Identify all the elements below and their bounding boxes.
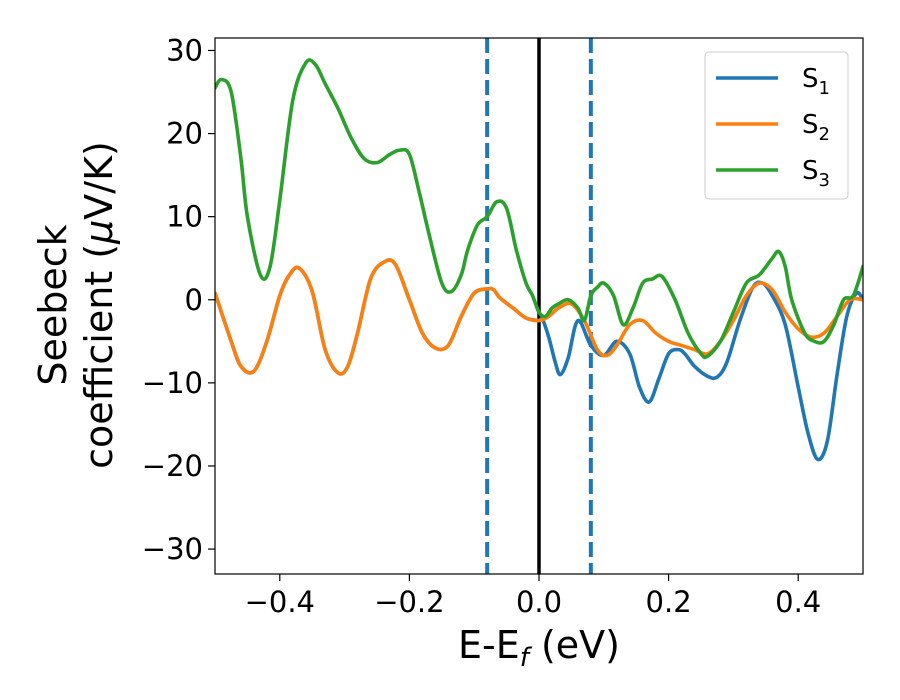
y-axis-title-prefix: coefficient ( — [77, 244, 121, 469]
y-axis-title-line2: coefficient (μV/K) — [77, 141, 121, 469]
x-axis-title-main: E-E — [458, 623, 520, 667]
x-axis-title-tail: (eV) — [529, 623, 620, 667]
y-tick-label: 30 — [166, 33, 203, 67]
y-axis-title-line1: Seebeck — [31, 224, 75, 385]
x-tick-label: 0.4 — [775, 585, 821, 619]
series-line-s3 — [215, 58, 863, 360]
x-tick-label: −0.4 — [245, 585, 315, 619]
y-axis-title: Seebeck coefficient (μV/K) — [31, 141, 121, 469]
legend-label-sub: 2 — [819, 124, 830, 145]
series-line-s2 — [215, 258, 863, 376]
y-tick-label: 10 — [166, 200, 203, 234]
x-axis-title: E-Ef (eV) — [458, 623, 620, 673]
legend-label: S1 — [802, 64, 830, 99]
x-tick-label: 0.2 — [646, 585, 692, 619]
legend-item-s2: S2 — [716, 110, 830, 145]
legend-label-sub: 1 — [819, 78, 830, 99]
legend-item-s1: S1 — [716, 64, 830, 99]
y-tick-label: −10 — [142, 366, 203, 400]
x-axis: −0.4 −0.2 0.0 0.2 0.4 — [245, 574, 821, 619]
reference-lines — [485, 38, 593, 574]
legend-label-main: S — [802, 110, 819, 140]
y-tick-label: −20 — [142, 449, 203, 483]
y-tick-label: −30 — [142, 532, 203, 566]
x-tick-label: −0.2 — [374, 585, 444, 619]
legend-label: S2 — [802, 110, 830, 145]
series-layer — [215, 58, 863, 462]
y-axis-title-mu: μ — [77, 220, 121, 245]
y-axis-title-suffix: V/K) — [77, 141, 121, 220]
y-tick-label: 0 — [185, 283, 203, 317]
legend-label: S3 — [802, 156, 830, 191]
legend-item-s3: S3 — [716, 156, 830, 191]
y-tick-label: 20 — [166, 117, 203, 151]
legend-label-sub: 3 — [819, 170, 830, 191]
legend-label-main: S — [802, 156, 819, 186]
x-tick-label: 0.0 — [516, 585, 562, 619]
legend-label-main: S — [802, 64, 819, 94]
y-axis: 30 20 10 0 −10 −20 −30 — [142, 33, 215, 566]
